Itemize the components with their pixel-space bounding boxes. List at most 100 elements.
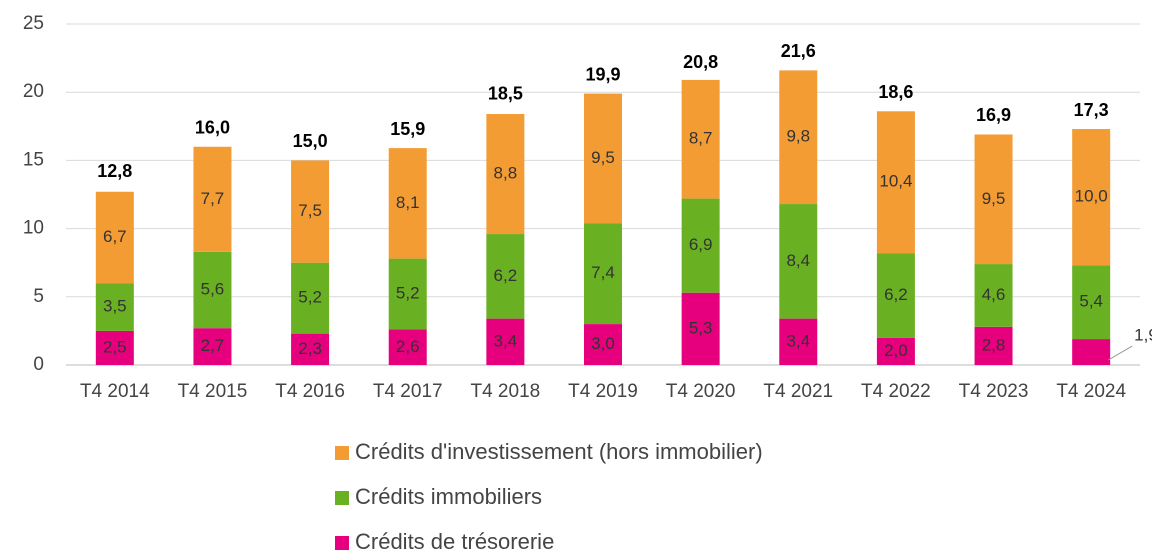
x-tick-label: T4 2017 — [373, 381, 443, 402]
y-tick-label: 0 — [33, 354, 44, 375]
value-label: 7,5 — [298, 201, 322, 220]
bar-segment — [974, 134, 1013, 265]
bar-segment — [974, 264, 1013, 327]
x-tick-label: T4 2021 — [763, 381, 833, 402]
bar-segment — [193, 251, 232, 329]
value-label: 5,3 — [689, 318, 713, 337]
bar-segment — [681, 79, 720, 199]
bar-segment — [876, 253, 915, 338]
bar-segment — [486, 318, 525, 365]
bar-segment — [95, 330, 134, 365]
bar-segment — [291, 333, 330, 365]
value-label: 5,2 — [396, 284, 420, 303]
value-label: 9,5 — [982, 189, 1006, 208]
value-label: 2,8 — [982, 335, 1006, 354]
value-label: 2,6 — [396, 337, 420, 356]
value-label: 6,2 — [884, 285, 908, 304]
legend-label: Crédits de trésorerie — [355, 529, 554, 554]
value-label: 3,4 — [494, 331, 518, 350]
value-label: 6,2 — [494, 266, 518, 285]
bar-segment — [681, 292, 720, 365]
x-tick-label: T4 2024 — [1056, 381, 1126, 402]
value-label: 2,3 — [298, 339, 322, 358]
total-label: 16,0 — [195, 118, 230, 138]
total-label: 18,6 — [878, 82, 913, 102]
bar-segment — [1072, 129, 1111, 266]
y-tick-label: 15 — [23, 149, 44, 170]
bar-segment — [291, 160, 330, 263]
bar-segment — [779, 318, 818, 365]
total-label: 17,3 — [1074, 100, 1109, 120]
value-label: 5,6 — [201, 279, 225, 298]
bar-segment — [974, 326, 1013, 365]
value-label: 8,1 — [396, 193, 420, 212]
bar-segment — [584, 93, 622, 224]
value-label: 1,9 — [1134, 326, 1152, 345]
value-label: 10,0 — [1075, 187, 1108, 206]
total-label: 21,6 — [781, 41, 816, 61]
bar-segment — [486, 234, 525, 319]
total-label: 19,9 — [585, 64, 620, 84]
value-label: 3,4 — [786, 331, 810, 350]
bar-segment — [486, 114, 525, 235]
x-tick-label: T4 2019 — [568, 381, 638, 402]
bar-segment — [876, 111, 915, 254]
y-tick-label: 5 — [33, 286, 44, 307]
value-label: 9,5 — [591, 148, 615, 167]
value-label: 5,4 — [1079, 292, 1103, 311]
bar-segment — [193, 328, 232, 365]
bar-segment — [779, 204, 818, 319]
value-label: 8,4 — [786, 251, 810, 270]
total-label: 15,9 — [390, 119, 425, 139]
x-tick-label: T4 2015 — [178, 381, 248, 402]
legend-swatch — [335, 536, 349, 550]
total-label: 15,0 — [293, 131, 328, 151]
x-tick-label: T4 2020 — [666, 381, 736, 402]
y-tick-label: 20 — [23, 81, 44, 102]
x-tick-label: T4 2022 — [861, 381, 931, 402]
value-label: 6,7 — [103, 227, 127, 246]
bar-segment — [1072, 265, 1111, 340]
x-tick-label: T4 2016 — [275, 381, 345, 402]
bar-segment — [584, 324, 622, 365]
bar-segment — [291, 262, 330, 334]
bar-segment — [779, 70, 818, 205]
value-label: 2,0 — [884, 341, 908, 360]
legend-swatch — [335, 446, 349, 460]
value-label: 7,4 — [591, 263, 615, 282]
y-tick-label: 25 — [23, 13, 44, 34]
x-tick-label: T4 2023 — [959, 381, 1029, 402]
value-label: 9,8 — [786, 127, 810, 146]
value-label: 4,6 — [982, 285, 1006, 304]
bar-segment — [1072, 339, 1111, 365]
total-label: 18,5 — [488, 83, 523, 103]
value-label: 10,4 — [879, 172, 912, 191]
x-tick-label: T4 2014 — [80, 381, 150, 402]
value-label: 5,2 — [298, 288, 322, 307]
value-label: 7,7 — [201, 189, 225, 208]
bar-segment — [584, 223, 622, 325]
legend-label: Crédits immobiliers — [355, 484, 542, 509]
value-label: 2,7 — [201, 336, 225, 355]
bar-segment — [681, 198, 720, 293]
y-tick-label: 10 — [23, 218, 44, 239]
value-label: 3,5 — [103, 297, 127, 316]
bar-segment — [388, 258, 427, 330]
leader-line — [1107, 345, 1133, 361]
bar-segment — [95, 191, 134, 284]
bar-segment — [193, 146, 232, 252]
value-label: 8,7 — [689, 129, 713, 148]
legend-swatch — [335, 491, 349, 505]
bar-segment — [95, 283, 134, 331]
value-label: 2,5 — [103, 337, 127, 356]
bar-segment — [876, 337, 915, 365]
value-label: 3,0 — [591, 334, 615, 353]
legend-label: Crédits d'investissement (hors immobilie… — [355, 439, 763, 464]
total-label: 16,9 — [976, 105, 1011, 125]
value-label: 8,8 — [494, 164, 518, 183]
bar-segment — [388, 329, 427, 365]
x-tick-label: T4 2018 — [470, 381, 540, 402]
total-label: 12,8 — [97, 161, 132, 181]
total-label: 20,8 — [683, 52, 718, 72]
